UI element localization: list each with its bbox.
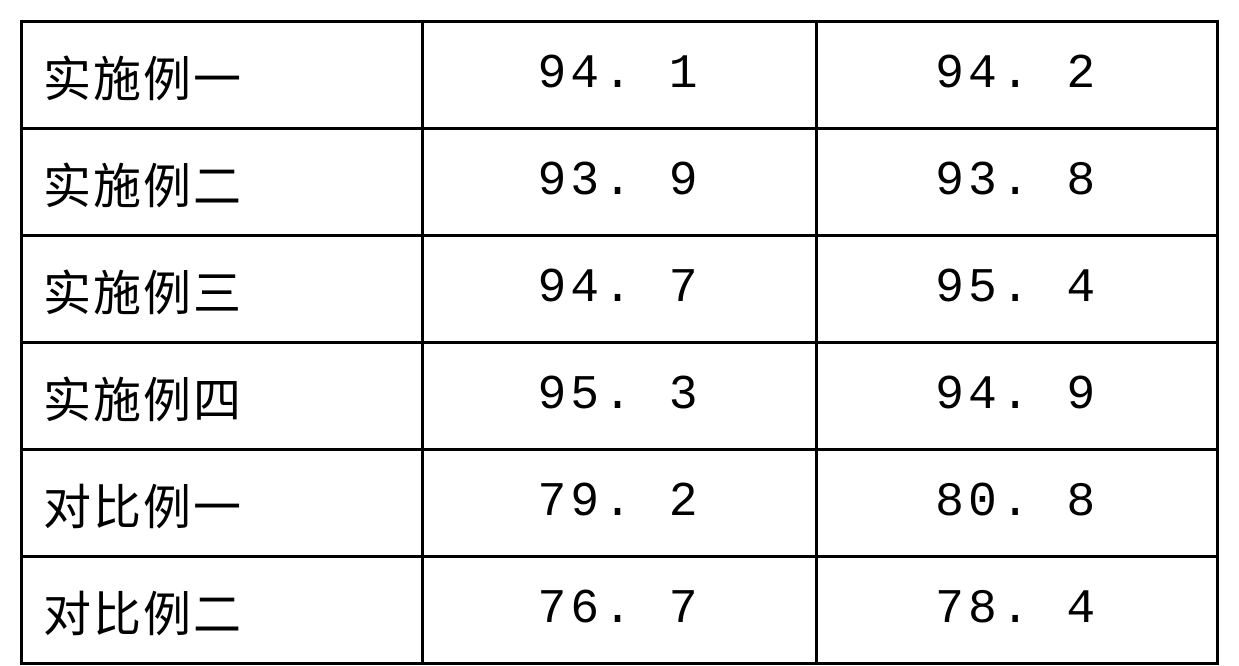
row-value1: 95. 3 bbox=[422, 343, 817, 450]
row-value2: 93. 8 bbox=[817, 129, 1218, 236]
row-value2: 80. 8 bbox=[817, 450, 1218, 557]
row-value1: 94. 7 bbox=[422, 236, 817, 343]
row-value2: 94. 2 bbox=[817, 22, 1218, 129]
row-value2: 95. 4 bbox=[817, 236, 1218, 343]
row-value1: 93. 9 bbox=[422, 129, 817, 236]
row-label: 实施例二 bbox=[22, 129, 423, 236]
row-label: 对比例二 bbox=[22, 557, 423, 664]
table-row: 实施例二 93. 9 93. 8 bbox=[22, 129, 1218, 236]
row-value1: 79. 2 bbox=[422, 450, 817, 557]
row-label: 实施例一 bbox=[22, 22, 423, 129]
row-value2: 94. 9 bbox=[817, 343, 1218, 450]
table-row: 实施例三 94. 7 95. 4 bbox=[22, 236, 1218, 343]
table-row: 实施例一 94. 1 94. 2 bbox=[22, 22, 1218, 129]
row-value2: 78. 4 bbox=[817, 557, 1218, 664]
data-table: 实施例一 94. 1 94. 2 实施例二 93. 9 93. 8 实施例三 9… bbox=[20, 20, 1219, 665]
table-row: 实施例四 95. 3 94. 9 bbox=[22, 343, 1218, 450]
table-row: 对比例一 79. 2 80. 8 bbox=[22, 450, 1218, 557]
row-value1: 94. 1 bbox=[422, 22, 817, 129]
data-table-wrapper: 实施例一 94. 1 94. 2 实施例二 93. 9 93. 8 实施例三 9… bbox=[20, 20, 1219, 646]
table-row: 对比例二 76. 7 78. 4 bbox=[22, 557, 1218, 664]
row-label: 实施例四 bbox=[22, 343, 423, 450]
row-label: 对比例一 bbox=[22, 450, 423, 557]
row-value1: 76. 7 bbox=[422, 557, 817, 664]
row-label: 实施例三 bbox=[22, 236, 423, 343]
